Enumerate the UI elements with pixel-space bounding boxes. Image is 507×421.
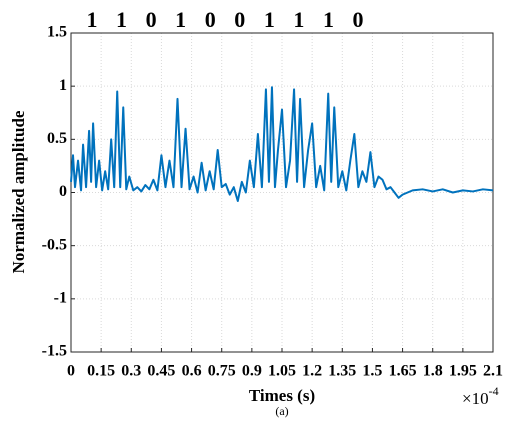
x-tick-label: 0.3 — [121, 363, 141, 380]
signal-line — [70, 86, 494, 203]
x-axis-label: Times (s) — [249, 386, 315, 405]
y-tick-label: 0.5 — [47, 130, 67, 147]
x-tick-label: 1.2 — [302, 363, 322, 380]
x-tick-label: 0.75 — [208, 363, 236, 380]
y-tick-label: -0.5 — [42, 236, 67, 253]
bit-label: 0 — [205, 7, 216, 32]
y-tick-label: -1.5 — [42, 343, 67, 360]
x-tick-label: 1.35 — [328, 363, 356, 380]
y-tick-label: 1 — [59, 77, 67, 94]
caption: (a) — [275, 404, 288, 418]
x-tick-label: 1.05 — [268, 363, 296, 380]
x-tick-label: 1.8 — [423, 363, 443, 380]
x-tick-label: 2.1 — [483, 363, 503, 380]
x-multiplier-exponent: -4 — [489, 384, 499, 398]
x-tick-label: 0.15 — [87, 363, 115, 380]
bit-label: 0 — [146, 7, 157, 32]
y-tick-label: 0 — [59, 183, 67, 200]
bit-label: 1 — [323, 7, 334, 32]
bit-label: 0 — [234, 7, 245, 32]
bit-label: 1 — [116, 7, 127, 32]
x-tick-label: 0.45 — [147, 363, 175, 380]
x-tick-label: 1.5 — [362, 363, 382, 380]
x-tick-label: 1.65 — [389, 363, 417, 380]
x-tick-label: 0.6 — [182, 363, 202, 380]
y-tick-label: 1.5 — [47, 24, 67, 41]
plot-frame — [70, 32, 494, 353]
bit-label: 1 — [87, 7, 98, 32]
bit-label: 0 — [353, 7, 364, 32]
y-tick-label: -1 — [54, 290, 67, 307]
x-multiplier-base: ×10 — [462, 389, 489, 408]
x-tick-label: 0.9 — [242, 363, 262, 380]
x-tick-label: 0 — [67, 363, 75, 380]
bit-label: 1 — [293, 7, 304, 32]
bit-label: 1 — [264, 7, 275, 32]
y-axis-label: Normalized amplitude — [9, 110, 28, 273]
x-multiplier: ×10-4 — [462, 384, 499, 408]
bit-label: 1 — [175, 7, 186, 32]
x-tick-label: 1.95 — [449, 363, 477, 380]
